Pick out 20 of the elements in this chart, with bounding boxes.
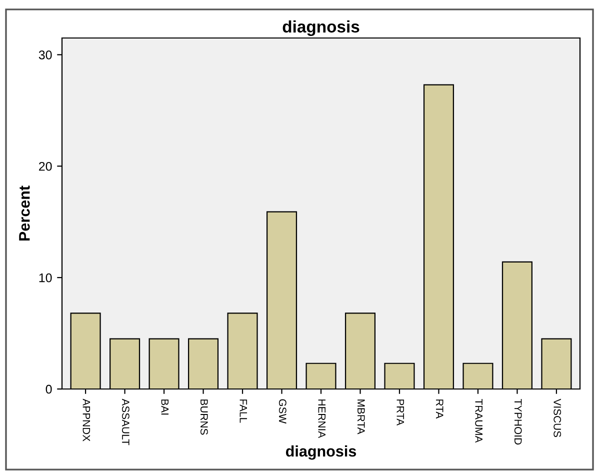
y-tick-label: 30 xyxy=(38,50,52,60)
y-tick-label: 10 xyxy=(39,273,52,282)
chart-title: diagnosis xyxy=(282,20,360,36)
x-tick-label: PRTA xyxy=(396,400,404,426)
x-tick-label: HERNIA xyxy=(318,400,326,438)
x-tick-label: BURNS xyxy=(200,400,208,435)
x-tick-label: VISCUS xyxy=(554,398,562,438)
x-tick-label: BAI xyxy=(161,400,169,415)
x-tick-label: RTA xyxy=(436,400,444,419)
x-tick-label: FALL xyxy=(240,400,247,423)
x-tick-label: GSW xyxy=(278,399,286,424)
y-axis-title: Percent xyxy=(19,186,30,240)
y-tick-label: 20 xyxy=(39,162,52,171)
x-tick-label: TRAUMA xyxy=(475,398,482,443)
x-tick-label: ASSAULT xyxy=(122,398,130,446)
y-tick-label: 0 xyxy=(46,384,52,394)
x-tick-label: MBRTA xyxy=(358,400,365,434)
x-axis-title: diagnosis xyxy=(286,445,356,460)
x-tick-label: APPNDX xyxy=(82,398,90,442)
x-tick-label: TYPHOID xyxy=(514,398,522,445)
